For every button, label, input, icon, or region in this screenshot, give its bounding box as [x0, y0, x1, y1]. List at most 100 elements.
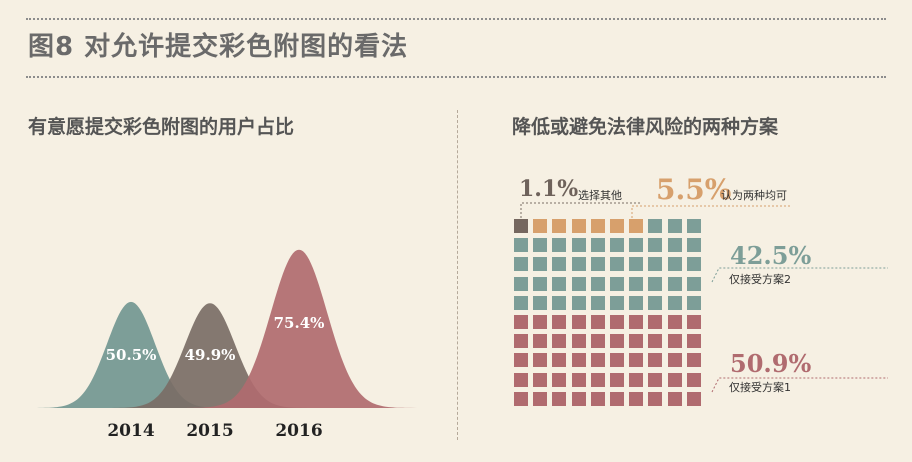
- leader-line-plan1: [711, 377, 888, 393]
- waffle-cell: [610, 391, 624, 406]
- waffle-cell: [552, 219, 567, 233]
- waffle-cell: [552, 276, 567, 291]
- waffle-chart: [514, 219, 710, 409]
- waffle-cell: [514, 334, 528, 349]
- waffle-cell: [514, 295, 528, 310]
- waffle-cell: [533, 295, 548, 310]
- waffle-cell: [648, 219, 663, 233]
- waffle-cell: [610, 219, 624, 233]
- waffle-cell: [571, 257, 586, 272]
- bell-value-label-2015: 49.9%: [185, 346, 236, 364]
- leader-line-plan2: [711, 267, 888, 283]
- waffle-cell: [571, 276, 586, 291]
- waffle-cell: [514, 391, 528, 406]
- waffle-cell: [590, 219, 605, 233]
- waffle-cell: [590, 276, 605, 291]
- waffle-cell: [533, 276, 548, 291]
- waffle-cell: [610, 295, 624, 310]
- waffle-cell: [533, 353, 548, 368]
- waffle-cell: [514, 238, 528, 253]
- bell-curve-2015: [104, 303, 316, 408]
- waffle-cell: [667, 219, 682, 233]
- waffle-cell: [571, 372, 586, 387]
- leader-line-both: [631, 205, 790, 218]
- waffle-cell: [648, 315, 663, 329]
- waffle-cell: [590, 315, 605, 329]
- pct-plan2: 42.5%: [730, 241, 812, 270]
- waffle-cell: [648, 257, 663, 272]
- waffle-cell: [686, 276, 701, 291]
- waffle-cell: [514, 219, 528, 233]
- pct-plan1: 50.9%: [730, 349, 812, 378]
- waffle-cell: [514, 257, 528, 272]
- waffle-cell: [629, 372, 644, 387]
- waffle-cell: [667, 238, 682, 253]
- panel-divider: [457, 110, 458, 440]
- caption-both: 认为两种均可: [721, 189, 787, 202]
- bell-value-label-2014: 50.5%: [106, 346, 157, 364]
- waffle-cell: [514, 372, 528, 387]
- leader-line-other: [520, 202, 640, 218]
- waffle-cell: [629, 295, 644, 310]
- waffle-cell: [590, 334, 605, 349]
- bell-value-label-2016: 75.4%: [274, 314, 325, 332]
- waffle-cell: [514, 353, 528, 368]
- waffle-cell: [552, 315, 567, 329]
- waffle-cell: [648, 353, 663, 368]
- waffle-cell: [610, 276, 624, 291]
- waffle-cell: [629, 219, 644, 233]
- waffle-cell: [590, 372, 605, 387]
- year-label-2014: 2014: [107, 421, 154, 441]
- waffle-cell: [610, 315, 624, 329]
- waffle-cell: [629, 391, 644, 406]
- waffle-cell: [533, 238, 548, 253]
- pct-both: 5.5%: [656, 173, 732, 206]
- waffle-cell: [648, 391, 663, 406]
- waffle-cell: [686, 353, 701, 368]
- left-chart-title: 有意愿提交彩色附图的用户占比: [28, 116, 295, 138]
- waffle-cell: [686, 391, 701, 406]
- waffle-cell: [590, 353, 605, 368]
- waffle-cell: [590, 391, 605, 406]
- waffle-cell: [552, 295, 567, 310]
- waffle-cell: [533, 219, 548, 233]
- waffle-cell: [552, 238, 567, 253]
- waffle-cell: [686, 238, 701, 253]
- waffle-cell: [686, 372, 701, 387]
- waffle-cell: [610, 353, 624, 368]
- waffle-cell: [648, 372, 663, 387]
- waffle-cell: [648, 295, 663, 310]
- waffle-cell: [686, 219, 701, 233]
- waffle-cell: [610, 238, 624, 253]
- waffle-cell: [590, 257, 605, 272]
- waffle-cell: [667, 334, 682, 349]
- waffle-cell: [514, 315, 528, 329]
- waffle-cell: [571, 315, 586, 329]
- bell-curve-2014: [29, 301, 233, 408]
- waffle-cell: [571, 295, 586, 310]
- waffle-cell: [514, 276, 528, 291]
- pct-other: 1.1%: [519, 176, 579, 202]
- waffle-cell: [590, 295, 605, 310]
- waffle-cell: [610, 372, 624, 387]
- year-label-2015: 2015: [186, 421, 233, 441]
- waffle-cell: [571, 219, 586, 233]
- waffle-cell: [610, 334, 624, 349]
- waffle-cell: [667, 372, 682, 387]
- waffle-cell: [629, 257, 644, 272]
- waffle-cell: [571, 391, 586, 406]
- waffle-cell: [667, 295, 682, 310]
- caption-plan2: 仅接受方案2: [729, 273, 791, 286]
- waffle-cell: [610, 257, 624, 272]
- caption-plan1: 仅接受方案1: [729, 381, 791, 394]
- waffle-cell: [552, 257, 567, 272]
- waffle-cell: [533, 372, 548, 387]
- waffle-cell: [648, 334, 663, 349]
- waffle-cell: [686, 257, 701, 272]
- year-label-2016: 2016: [275, 421, 322, 441]
- waffle-cell: [571, 353, 586, 368]
- top-divider: [26, 18, 886, 20]
- waffle-cell: [533, 315, 548, 329]
- waffle-cell: [533, 391, 548, 406]
